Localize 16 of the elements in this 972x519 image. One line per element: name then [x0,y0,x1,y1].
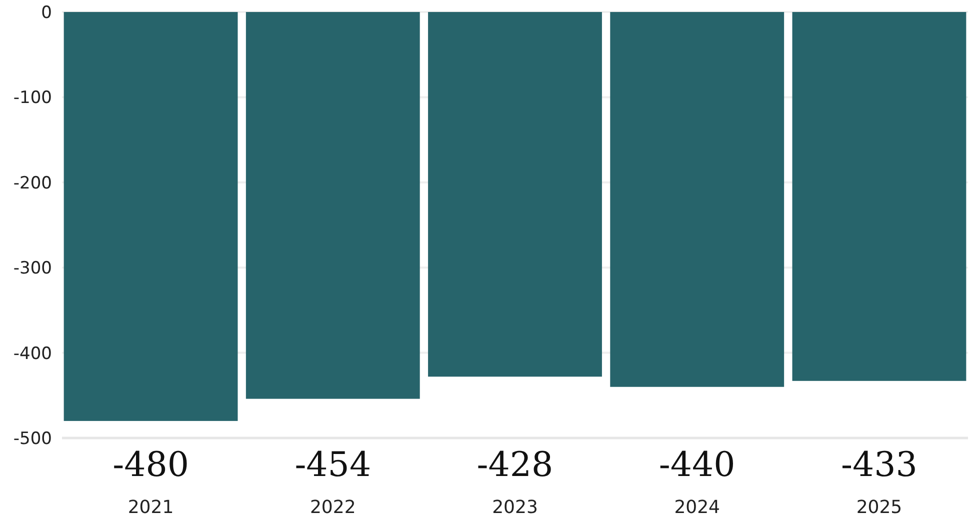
data-label: -428 [476,445,554,485]
x-tick-label: 2021 [128,497,174,518]
data-label: -440 [658,445,736,485]
y-tick-label: -100 [13,88,52,108]
data-label: -433 [841,445,918,485]
y-tick-label: -300 [13,258,52,279]
x-tick-label: 2025 [856,497,902,518]
data-label: -480 [112,445,189,485]
y-tick-label: -500 [13,428,52,449]
y-tick-label: -400 [13,344,52,364]
data-label: -454 [294,445,372,485]
x-tick-label: 2024 [674,497,720,518]
x-tick-label: 2022 [310,497,356,518]
y-tick-label: -200 [13,173,52,194]
x-tick-label: 2023 [492,497,538,518]
y-tick-label: 0 [41,2,52,23]
